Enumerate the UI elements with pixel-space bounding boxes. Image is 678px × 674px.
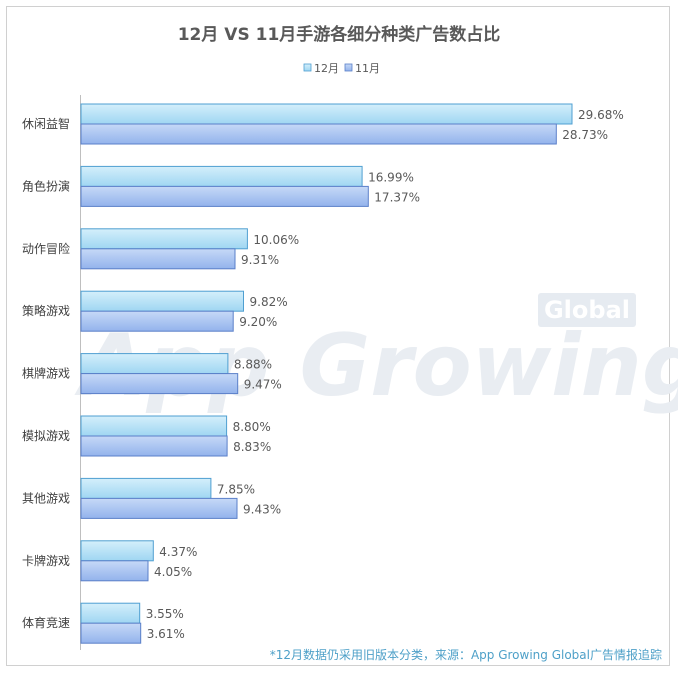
value-label-11: 4.05% — [154, 565, 192, 579]
watermark-badge-text: Global — [544, 296, 630, 324]
legend: 12月 11月 — [303, 62, 380, 75]
value-label-11: 3.61% — [147, 627, 185, 641]
value-label-11: 9.47% — [244, 378, 282, 392]
category-label: 模拟游戏 — [22, 429, 70, 443]
bar-11 — [80, 310, 234, 332]
legend-swatch-12 — [303, 63, 312, 72]
bar-12 — [80, 103, 573, 125]
value-label-12: 3.55% — [146, 607, 184, 621]
value-label-11: 8.83% — [233, 440, 271, 454]
legend-swatch-11 — [344, 63, 353, 72]
bar-12 — [80, 415, 228, 437]
bar-12 — [80, 353, 229, 375]
legend-label-12: 12月 — [314, 62, 339, 75]
chart-title: 12月 VS 11月手游各细分种类广告数占比 — [178, 24, 501, 45]
bar-12 — [80, 290, 244, 312]
value-label-11: 9.20% — [239, 315, 277, 329]
bar-11 — [80, 123, 557, 145]
value-label-11: 9.43% — [243, 502, 281, 516]
bar-11 — [80, 497, 238, 519]
footnote: *12月数据仍采用旧版本分类，来源：App Growing Global广告情报… — [270, 647, 662, 662]
category-label: 策略游戏 — [22, 303, 70, 318]
bar-12 — [80, 540, 154, 562]
value-label-11: 28.73% — [562, 128, 608, 142]
bar-11 — [80, 560, 149, 582]
category-label: 休闲益智 — [22, 116, 70, 131]
bar-12 — [80, 602, 141, 624]
value-label-12: 16.99% — [368, 170, 414, 184]
bar-11 — [80, 435, 228, 457]
value-label-11: 17.37% — [374, 190, 420, 204]
value-labels: 29.68% 28.73% 16.99% 17.37% 10.06% 9.31% 9.82%… — [146, 108, 624, 641]
bar-12 — [80, 165, 363, 187]
bar-12 — [80, 477, 212, 499]
bars-group — [80, 103, 573, 644]
value-label-12: 4.37% — [159, 545, 197, 559]
value-label-12: 9.82% — [250, 295, 288, 309]
watermark-badge — [538, 293, 636, 327]
value-label-12: 8.88% — [234, 358, 272, 372]
bar-11 — [80, 185, 369, 207]
value-label-12: 7.85% — [217, 482, 255, 496]
category-label: 其他游戏 — [22, 491, 70, 505]
bar-11 — [80, 248, 236, 270]
category-label: 动作冒险 — [22, 241, 70, 256]
value-label-12: 8.80% — [233, 420, 271, 434]
legend-label-11: 11月 — [355, 62, 380, 75]
value-label-12: 10.06% — [253, 233, 299, 247]
category-label: 角色扮演 — [22, 178, 70, 193]
bar-12 — [80, 228, 248, 250]
value-label-11: 9.31% — [241, 253, 279, 267]
value-label-12: 29.68% — [578, 108, 624, 122]
category-label: 体育竞速 — [22, 615, 70, 630]
bar-11 — [80, 622, 142, 644]
category-label: 卡牌游戏 — [22, 554, 70, 568]
bar-11 — [80, 373, 239, 395]
category-label: 棋牌游戏 — [22, 367, 70, 381]
